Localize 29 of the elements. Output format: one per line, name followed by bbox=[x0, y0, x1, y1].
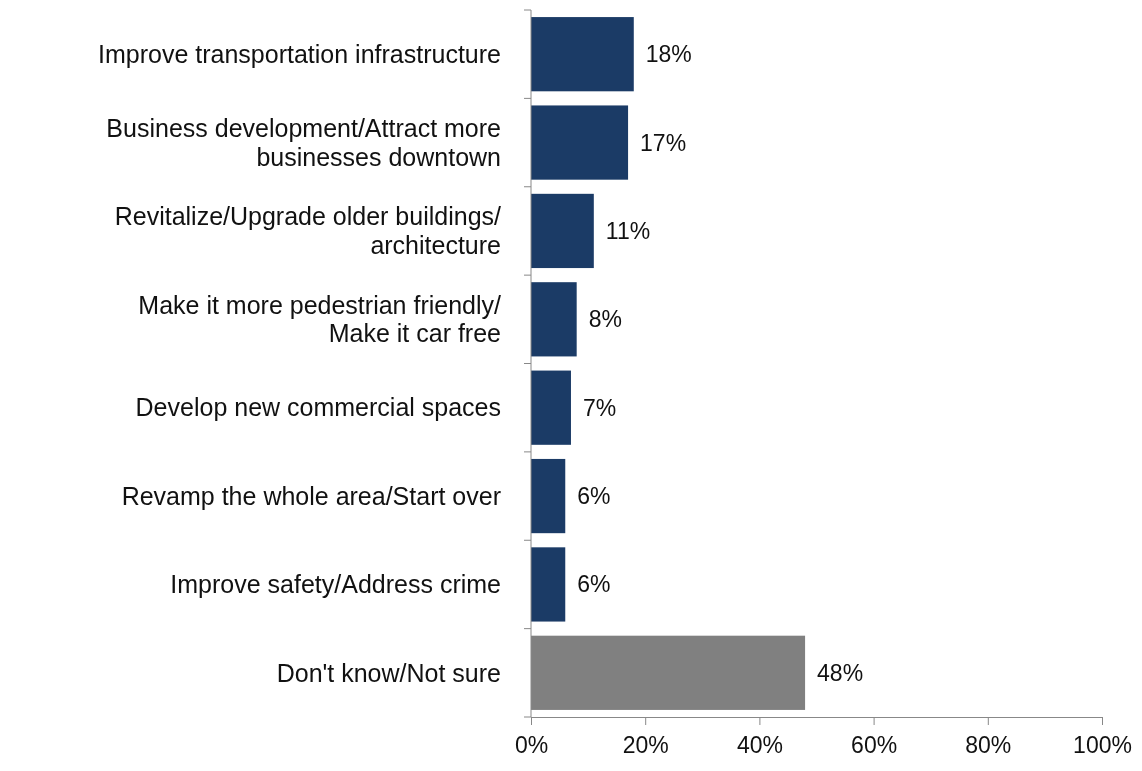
x-tick-label: 0% bbox=[514, 732, 549, 759]
data-label: 17% bbox=[640, 129, 687, 156]
data-label: 11% bbox=[605, 217, 651, 244]
x-tick-label: 100% bbox=[1073, 732, 1132, 759]
y-tick-label: Business development/Attract more businesses downtown bbox=[106, 113, 501, 171]
y-tick-label: Revamp the whole area/Start over bbox=[121, 481, 501, 510]
data-label: 18% bbox=[645, 41, 692, 68]
data-label: 6% bbox=[577, 571, 611, 598]
y-tick-label: Don't know/Not sure bbox=[276, 658, 501, 687]
bar bbox=[531, 547, 566, 622]
data-label: 6% bbox=[577, 483, 611, 510]
x-tick-label: 60% bbox=[851, 732, 898, 759]
x-tick-label: 20% bbox=[622, 732, 669, 759]
y-tick-label: Develop new commercial spaces bbox=[135, 393, 501, 422]
bar bbox=[531, 193, 594, 269]
x-tick-label: 80% bbox=[965, 732, 1012, 759]
bar bbox=[531, 17, 634, 92]
data-label: 8% bbox=[588, 306, 622, 333]
bar bbox=[531, 370, 571, 445]
data-label: 48% bbox=[817, 659, 864, 686]
bar bbox=[531, 458, 566, 534]
bar bbox=[531, 282, 577, 357]
y-tick-label: Improve transportation infrastructure bbox=[98, 39, 501, 68]
data-label: 7% bbox=[582, 394, 617, 421]
y-tick-label: Make it more pedestrian friendly/ Make it car free bbox=[138, 290, 502, 348]
x-tick-label: 40% bbox=[736, 732, 783, 759]
y-tick-label: Revitalize/Upgrade older buildings/ architecture bbox=[114, 202, 502, 260]
y-tick-label: Improve safety/Address crime bbox=[170, 570, 501, 599]
bar bbox=[531, 105, 629, 180]
